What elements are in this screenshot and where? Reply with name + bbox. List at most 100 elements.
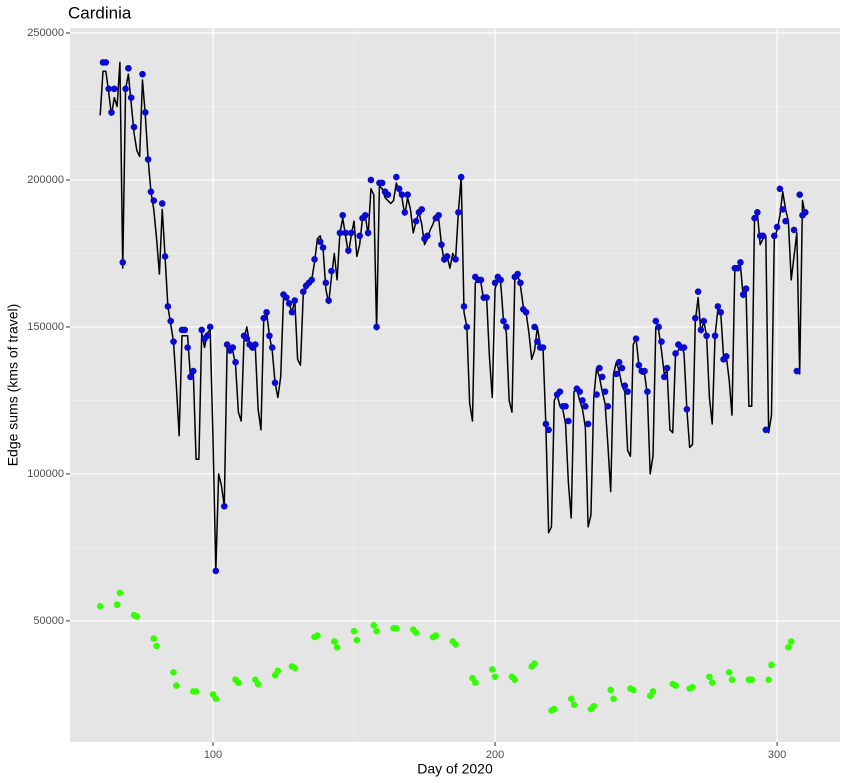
point (164, 303, 172, 310)
point (725, 669, 733, 676)
point (424, 232, 431, 240)
point (220, 502, 228, 510)
point (268, 344, 276, 351)
point (511, 676, 519, 683)
point (598, 373, 606, 381)
point (737, 258, 744, 266)
x-tick-label: 100 (204, 749, 222, 761)
point (779, 206, 787, 213)
y-tick-label: 50000 (33, 615, 64, 627)
point (252, 341, 259, 348)
point (590, 702, 598, 710)
point (635, 361, 643, 369)
point (125, 64, 132, 72)
point (618, 364, 626, 372)
y-tick-label: 150000 (27, 321, 64, 333)
point (319, 244, 327, 251)
point (150, 635, 158, 642)
point (748, 676, 756, 683)
point (562, 403, 569, 410)
chart-title: Cardinia (68, 3, 132, 22)
point (697, 326, 705, 334)
point (477, 276, 485, 284)
point (243, 335, 251, 343)
point (483, 294, 490, 301)
point (742, 285, 750, 293)
point (342, 229, 349, 237)
point (472, 679, 479, 686)
point (728, 676, 736, 683)
point (491, 279, 499, 287)
point (378, 179, 386, 187)
point (584, 420, 592, 428)
y-tick-label: 250000 (27, 27, 64, 39)
y-tick-label: 100000 (27, 468, 64, 480)
point (113, 601, 121, 609)
point (108, 109, 115, 116)
point (632, 335, 640, 343)
point (683, 405, 691, 413)
point (311, 256, 318, 263)
point (565, 417, 572, 425)
point (325, 297, 332, 304)
point (283, 294, 290, 301)
point (703, 332, 710, 340)
point (370, 622, 378, 629)
point (170, 669, 177, 676)
point (514, 270, 521, 278)
point (770, 232, 778, 240)
x-tick-label: 200 (486, 749, 504, 761)
point (457, 173, 465, 181)
point (353, 636, 361, 644)
point (266, 332, 273, 340)
point (260, 314, 268, 322)
point (649, 688, 657, 695)
point (787, 638, 795, 645)
point (299, 288, 307, 295)
point (206, 323, 214, 331)
y-tick-label: 200000 (27, 174, 64, 186)
point (539, 344, 547, 351)
point (161, 253, 169, 260)
point (204, 332, 211, 340)
point (232, 358, 239, 366)
point (192, 688, 200, 695)
point (601, 388, 609, 395)
point (570, 701, 578, 708)
point (116, 589, 124, 597)
point (531, 323, 538, 331)
point (398, 191, 406, 198)
point (796, 191, 803, 198)
point (150, 197, 158, 204)
point (517, 279, 524, 287)
point (438, 241, 445, 248)
point (455, 209, 462, 216)
point (373, 627, 380, 635)
point (187, 373, 194, 381)
point (610, 695, 617, 703)
point (714, 303, 722, 310)
point (556, 388, 564, 395)
point (739, 291, 747, 298)
point (291, 297, 299, 304)
point (692, 314, 699, 322)
point (658, 338, 665, 345)
point (579, 397, 586, 404)
point (198, 326, 206, 334)
point (435, 211, 442, 219)
x-axis-label: Day of 2020 (417, 761, 493, 777)
point (768, 661, 775, 669)
point (412, 217, 420, 225)
point (274, 667, 282, 675)
point (545, 426, 552, 434)
point (700, 317, 708, 325)
point (534, 338, 541, 345)
x-tick-label: 300 (768, 749, 786, 761)
point (189, 367, 197, 375)
point (452, 256, 459, 263)
point (655, 323, 662, 331)
y-axis-label: Edge sums (kms of travel) (5, 304, 21, 467)
point (328, 267, 335, 275)
point (802, 209, 809, 216)
